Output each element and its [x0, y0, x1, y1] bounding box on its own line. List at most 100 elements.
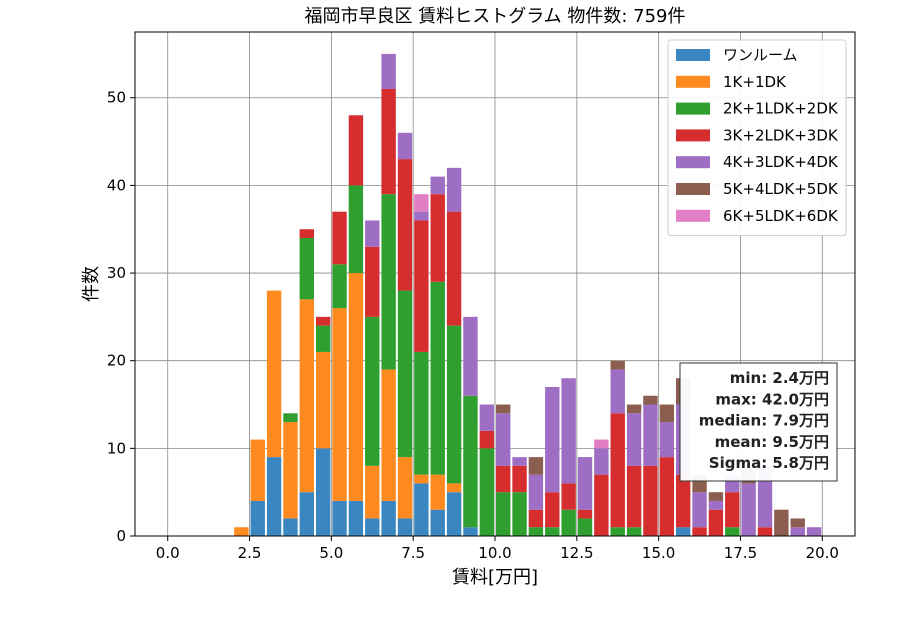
- x-axis-ticks: 0.0 2.5 5.0 7.5 10.0 12.5 15.0 17.5 20.0: [156, 536, 839, 562]
- bar-segment: [495, 404, 511, 414]
- bar-segment: [381, 88, 396, 195]
- bar-segment: [626, 465, 642, 528]
- legend-label: 4K+3LDK+4DK: [723, 153, 839, 171]
- bar-segment: [414, 483, 429, 536]
- x-tick-label: 10.0: [478, 544, 511, 562]
- bar-segment: [561, 509, 576, 536]
- bar-segment: [757, 527, 773, 536]
- x-axis-label: 賃料[万円]: [452, 567, 538, 588]
- legend: ワンルーム 1K+1DK 2K+1LDK+2DK 3K+2LDK+3DK 4K+3LDK…: [667, 39, 847, 237]
- legend-label: 6K+5LDK+6DK: [723, 207, 839, 225]
- bar-segment: [283, 422, 298, 519]
- x-tick-label: 7.5: [401, 544, 425, 562]
- bar-segment: [626, 404, 642, 414]
- bar-segment: [397, 159, 413, 291]
- legend-swatch: [676, 49, 710, 61]
- bar-segment: [381, 369, 396, 501]
- bar-segment: [725, 527, 740, 536]
- bar-segment: [675, 527, 691, 536]
- bar-segment: [414, 211, 429, 221]
- bar-segment: [299, 299, 315, 493]
- bar-segment: [283, 518, 298, 536]
- bar-segment: [561, 378, 576, 484]
- bar-segment: [414, 220, 429, 352]
- legend-swatch: [676, 156, 710, 169]
- bar-segment: [692, 492, 707, 528]
- bar-segment: [234, 527, 249, 536]
- bar-segment: [610, 360, 625, 370]
- bar-segment: [479, 404, 495, 431]
- y-tick-label: 10: [107, 439, 126, 457]
- bar-segment: [708, 492, 724, 501]
- bar-segment: [463, 395, 478, 528]
- stats-box-frame: [679, 362, 838, 482]
- bar-segment: [806, 527, 822, 536]
- bar-segment: [708, 500, 724, 510]
- bar-segment: [495, 465, 511, 493]
- y-axis-label: 件数: [81, 266, 102, 302]
- bar-segment: [446, 325, 462, 484]
- bar-segment: [430, 509, 445, 536]
- y-tick-label: 30: [107, 264, 126, 282]
- bar-segment: [381, 53, 396, 89]
- bar-segment: [332, 211, 347, 265]
- bar-segment: [741, 483, 756, 536]
- bar-segment: [594, 474, 609, 536]
- y-tick-label: 40: [107, 176, 126, 194]
- bar-segment: [479, 430, 495, 449]
- bar-segment: [365, 518, 380, 536]
- bar-segment: [332, 264, 347, 309]
- bar-segment: [414, 194, 429, 212]
- x-tick-label: 17.5: [724, 544, 757, 562]
- bar-segment: [332, 500, 347, 536]
- bar-segment: [315, 351, 331, 449]
- bar-segment: [446, 211, 462, 326]
- y-tick-label: 50: [107, 89, 126, 107]
- bar-segment: [495, 492, 511, 536]
- bar-segment: [545, 492, 560, 528]
- bar-segment: [512, 457, 527, 466]
- legend-box: [667, 39, 847, 237]
- x-tick-label: 2.5: [238, 544, 262, 562]
- bar-segment: [594, 439, 609, 449]
- stats-line: mean: 9.5万円: [715, 433, 829, 451]
- legend-label: 5K+4LDK+5DK: [723, 180, 839, 198]
- bar-segment: [315, 325, 331, 352]
- bar-segment: [365, 220, 380, 247]
- bar-segment: [446, 492, 462, 536]
- bar-segment: [545, 386, 560, 493]
- bar-segment: [397, 290, 413, 458]
- bar-segment: [446, 167, 462, 212]
- legend-swatch: [676, 129, 710, 142]
- bar-segment: [610, 413, 625, 528]
- bar-segment: [332, 308, 347, 501]
- bar-segment: [528, 474, 544, 510]
- y-tick-label: 20: [107, 352, 126, 370]
- x-tick-label: 5.0: [319, 544, 343, 562]
- bar-segment: [299, 229, 315, 238]
- bar-segment: [315, 448, 331, 536]
- bar-segment: [659, 457, 675, 536]
- legend-swatch: [676, 209, 710, 222]
- bar-segment: [430, 194, 445, 282]
- x-tick-label: 15.0: [642, 544, 675, 562]
- bar-segment: [528, 509, 544, 528]
- bar-segment: [365, 465, 380, 519]
- bar-segment: [463, 316, 478, 396]
- bar-segment: [577, 457, 593, 510]
- legend-label: 2K+1LDK+2DK: [723, 100, 839, 118]
- legend-label: ワンルーム: [723, 46, 798, 64]
- bar-segment: [626, 527, 642, 536]
- bar-segment: [545, 527, 560, 536]
- bar-segment: [659, 422, 675, 458]
- bar-segment: [414, 351, 429, 475]
- bar-segment: [610, 527, 625, 536]
- bar-segment: [348, 273, 364, 501]
- bar-segment: [381, 194, 396, 370]
- bar-segment: [643, 404, 658, 466]
- bar-segment: [610, 369, 625, 414]
- bar-segment: [365, 316, 380, 466]
- bar-segment: [299, 237, 315, 300]
- bar-segment: [414, 474, 429, 484]
- bar-segment: [512, 492, 527, 536]
